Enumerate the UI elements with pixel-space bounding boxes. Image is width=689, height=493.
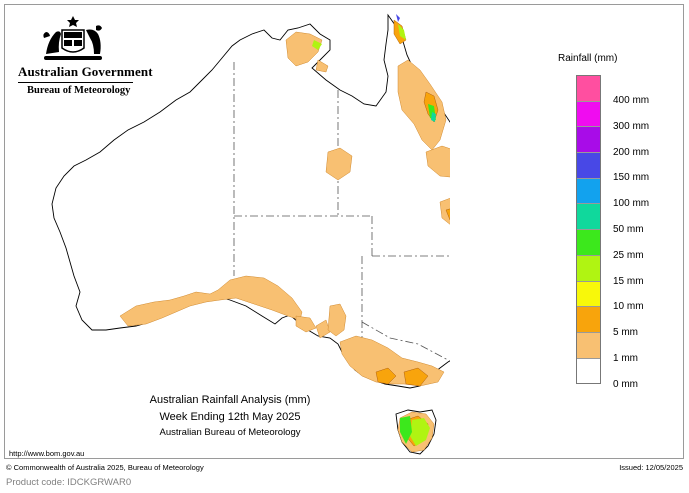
legend-swatch [577, 307, 600, 333]
mainland-outline [51, 13, 450, 389]
legend-swatch [577, 255, 600, 282]
legend-label: 1 mm [613, 353, 638, 364]
legend-swatch [577, 178, 600, 205]
legend-label: 300 mm [613, 120, 650, 132]
bom-url-link[interactable]: http://www.bom.gov.au [9, 449, 85, 458]
legend-swatch [577, 281, 600, 308]
legend-label: 50 mm [613, 224, 644, 235]
legend-label: 100 mm [613, 198, 650, 210]
copyright-text: © Commonwealth of Australia 2025, Bureau… [6, 463, 204, 472]
legend-label: 200 mm [613, 146, 650, 158]
map-source: Australian Bureau of Meteorology [159, 427, 301, 438]
government-title: Australian Government [18, 64, 153, 79]
map-title-block: Australian Rainfall Analysis (mm) Week E… [110, 392, 350, 439]
legend-swatch [577, 358, 600, 383]
legend-swatch [577, 230, 600, 256]
coat-of-arms-icon [43, 16, 102, 60]
legend-label: 10 mm [613, 301, 644, 313]
map-title: Australian Rainfall Analysis (mm) [149, 394, 311, 406]
legend-swatch [577, 332, 600, 359]
map-period: Week Ending 12th May 2025 [159, 411, 301, 423]
legend-swatch [577, 127, 600, 154]
legend-swatch [577, 153, 600, 179]
legend-swatch [577, 204, 600, 231]
legend-label: 5 mm [613, 327, 638, 339]
rainfall-map [51, 13, 450, 455]
legend-title: Rainfall (mm) [558, 53, 618, 64]
legend-label: 25 mm [613, 249, 644, 261]
legend-label: 150 mm [613, 172, 650, 184]
rainfall-legend [576, 75, 601, 384]
legend-label: 15 mm [613, 275, 644, 287]
bureau-title: Bureau of Meteorology [27, 85, 131, 96]
legend-label: 400 mm [613, 95, 650, 106]
issued-date: Issued: 12/05/2025 [619, 463, 683, 472]
legend-label: 0 mm [613, 378, 638, 390]
rain-heavy-areas [312, 14, 436, 446]
product-code: Product code: IDCKGRWAR0 [6, 477, 132, 488]
legend-swatch [577, 76, 600, 102]
title-divider [18, 82, 133, 83]
legend-swatch [577, 101, 600, 128]
